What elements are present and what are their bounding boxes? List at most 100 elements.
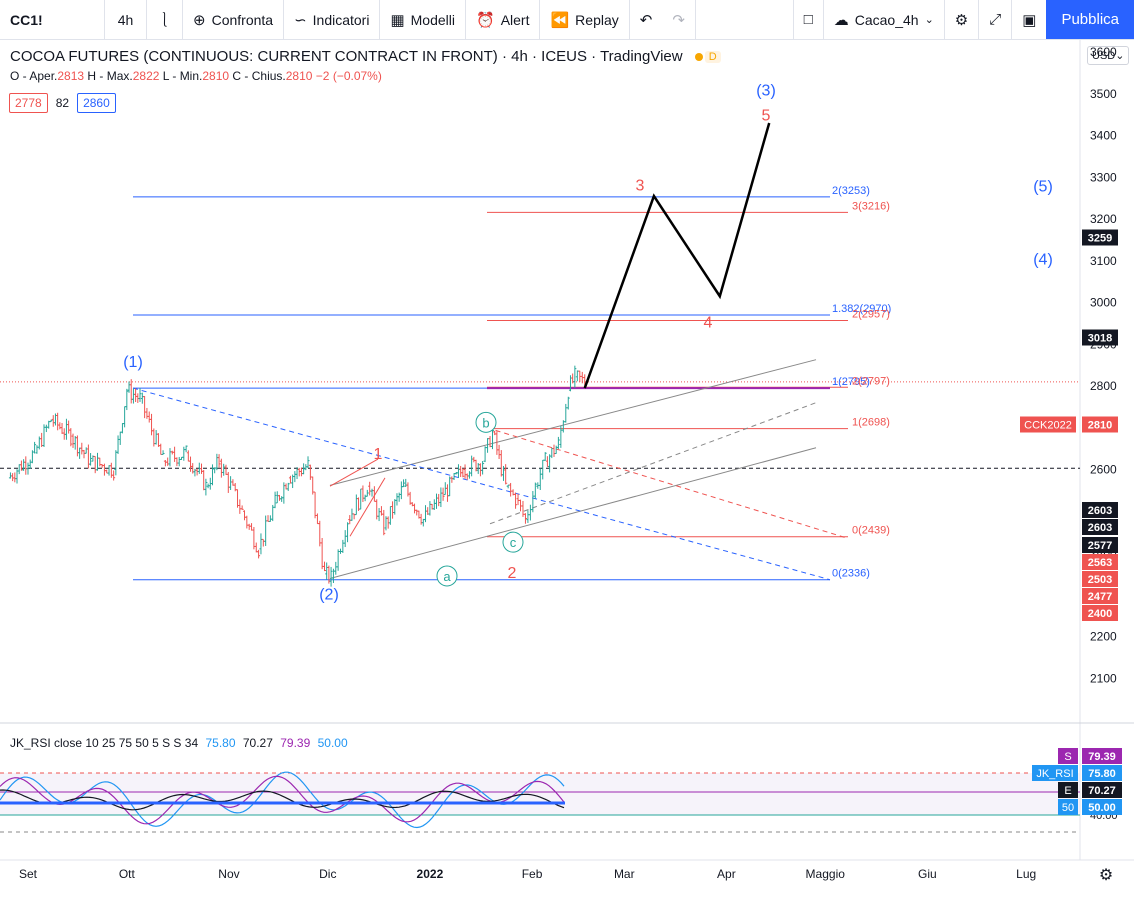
rsi-label: JK_RSI close 10 25 75 50 5 S S 34 bbox=[10, 736, 199, 750]
close-value: 2810 bbox=[285, 69, 313, 83]
wave-label: 5 bbox=[762, 108, 771, 125]
legend-source: TradingView bbox=[600, 48, 683, 65]
rsi-tag-key: E bbox=[1064, 785, 1071, 797]
candles-icon: ⎱ bbox=[157, 12, 173, 29]
layout-button[interactable]: ☁ Cacao_4h ⌄ bbox=[824, 0, 945, 39]
time-tick-label: Mar bbox=[614, 867, 635, 881]
gear-icon: ⚙ bbox=[1099, 867, 1113, 884]
price-tick-label: 2200 bbox=[1090, 630, 1117, 644]
indicators-label: Indicatori bbox=[312, 11, 370, 28]
replay-button[interactable]: ⏪ Replay bbox=[540, 0, 630, 39]
price-chart[interactable]: 2100220023002400250026002700280029003000… bbox=[0, 40, 1134, 900]
symbol-title: COCOA FUTURES (CONTINUOUS: CURRENT CONTR… bbox=[10, 48, 498, 65]
time-tick-label: Nov bbox=[218, 867, 239, 881]
wave-label: 1 bbox=[374, 446, 383, 463]
rsi-tag-key-bg bbox=[1032, 765, 1078, 781]
top-toolbar: CC1! 4h ⎱ ⊕ Confronta ∽ Indicatori ▦ Modell… bbox=[0, 0, 1134, 40]
price-tag-label: 2603 bbox=[1088, 522, 1112, 534]
chevron-down-icon: ⌄ bbox=[924, 14, 934, 26]
snapshot-button[interactable]: ▣ bbox=[1012, 0, 1046, 39]
current-contract-bg bbox=[1020, 416, 1076, 433]
price-tag-bg bbox=[1082, 605, 1118, 621]
price-tag-bg bbox=[1082, 416, 1118, 433]
expand-icon: ⤢ bbox=[989, 11, 1002, 28]
price-tag-bg bbox=[1082, 537, 1118, 553]
fib-level-label: 1.382(2970) bbox=[832, 303, 891, 315]
wave-label: a bbox=[443, 569, 451, 584]
blue-downtrend-line bbox=[132, 387, 831, 581]
publish-button[interactable]: Pubblica bbox=[1046, 0, 1134, 39]
replay-label: Replay bbox=[575, 11, 619, 28]
camera-icon: ▣ bbox=[1022, 11, 1037, 29]
price-tag-bg bbox=[1082, 502, 1118, 518]
rsi-value-4: 50.00 bbox=[317, 736, 348, 750]
elliott-projection-path bbox=[583, 122, 771, 389]
rsi-tag-value-bg bbox=[1082, 748, 1122, 764]
templates-label: Modelli bbox=[410, 11, 455, 28]
time-tick-label: 2022 bbox=[417, 867, 444, 881]
close-label: C - Chius. bbox=[232, 69, 286, 83]
interval-button[interactable]: 4h bbox=[105, 0, 147, 39]
compare-button[interactable]: ⊕ Confronta bbox=[183, 0, 285, 39]
rsi-band bbox=[0, 773, 1080, 815]
sell-price-box[interactable]: 2778 bbox=[9, 93, 48, 113]
time-tick-label: Lug bbox=[1016, 867, 1036, 881]
alert-button[interactable]: ⏰ Alert bbox=[466, 0, 541, 39]
low-value: 2810 bbox=[202, 69, 230, 83]
undo-button[interactable]: ↶ bbox=[630, 0, 663, 39]
price-tick-label: 2800 bbox=[1090, 379, 1117, 393]
price-tag-label: 2477 bbox=[1088, 591, 1112, 603]
price-tag-label: 2503 bbox=[1088, 574, 1112, 586]
buy-price-box[interactable]: 2860 bbox=[77, 93, 116, 113]
wave-label: (1) bbox=[123, 354, 143, 371]
rsi-tag-key-bg bbox=[1058, 748, 1078, 764]
price-tag-label: 2400 bbox=[1088, 608, 1112, 620]
current-contract-label: CCK2022 bbox=[1024, 420, 1072, 432]
price-tag-bg bbox=[1082, 329, 1118, 346]
time-tick-label: Ott bbox=[119, 867, 136, 881]
chart-type-button[interactable]: ⎱ bbox=[147, 0, 183, 39]
low-label: L - Min. bbox=[162, 69, 203, 83]
fullscreen-button[interactable]: ⤢ bbox=[979, 0, 1013, 39]
settings-button[interactable]: ⚙ bbox=[945, 0, 980, 39]
fullscreen-select-button[interactable]: □ bbox=[792, 0, 824, 39]
price-tick-label: 3500 bbox=[1090, 87, 1117, 101]
wave-label: 3 bbox=[636, 177, 645, 194]
rsi-series-line bbox=[0, 775, 565, 825]
interval-label: 4h bbox=[117, 11, 134, 28]
plus-circle-icon: ⊕ bbox=[193, 11, 206, 29]
price-tick-label: 3100 bbox=[1090, 254, 1117, 268]
rsi-series-line bbox=[0, 789, 565, 811]
ohlc-legend: O - Aper.2813 H - Max.2822 L - Min.2810 … bbox=[10, 69, 382, 83]
alert-label: Alert bbox=[500, 11, 530, 28]
symbol-label: CC1! bbox=[10, 11, 43, 28]
price-tick-label: 3000 bbox=[1090, 296, 1117, 310]
legend-interval: 4h bbox=[511, 48, 528, 65]
wedge-upper-line bbox=[329, 458, 379, 487]
wave-label: (4) bbox=[1033, 252, 1053, 269]
wave-label: b bbox=[482, 415, 489, 430]
high-label: H - Max. bbox=[87, 69, 133, 83]
rsi-tag-key-bg bbox=[1058, 799, 1078, 815]
price-tick-label: 2100 bbox=[1090, 671, 1117, 685]
fib-level-label: 2(3253) bbox=[832, 185, 870, 197]
rsi-tag-value-bg bbox=[1082, 782, 1122, 798]
wave-label: (3) bbox=[756, 83, 776, 100]
currency-select[interactable]: USD⌄ bbox=[1087, 46, 1130, 65]
symbol-search[interactable]: CC1! bbox=[0, 0, 105, 39]
price-tag-label: 3259 bbox=[1088, 233, 1112, 245]
wave-label: 2 bbox=[508, 565, 517, 582]
indicators-button[interactable]: ∽ Indicatori bbox=[284, 0, 381, 39]
wave-label: (5) bbox=[1033, 179, 1053, 196]
open-label: O - Aper. bbox=[10, 69, 58, 83]
fib-level-label: 3(3216) bbox=[852, 200, 890, 212]
time-tick-label: Dic bbox=[319, 867, 336, 881]
fib-level-label: 1(2698) bbox=[852, 417, 890, 429]
templates-button[interactable]: ▦ Modelli bbox=[380, 0, 466, 39]
rsi-series-line bbox=[0, 771, 565, 829]
redo-button[interactable]: ↷ bbox=[662, 0, 696, 39]
rsi-value-3: 79.39 bbox=[280, 736, 311, 750]
price-tick-label: 2600 bbox=[1090, 463, 1117, 477]
channel-middle-line bbox=[489, 402, 817, 525]
rsi-legend: JK_RSI close 10 25 75 50 5 S S 34 75.80 … bbox=[10, 736, 348, 750]
